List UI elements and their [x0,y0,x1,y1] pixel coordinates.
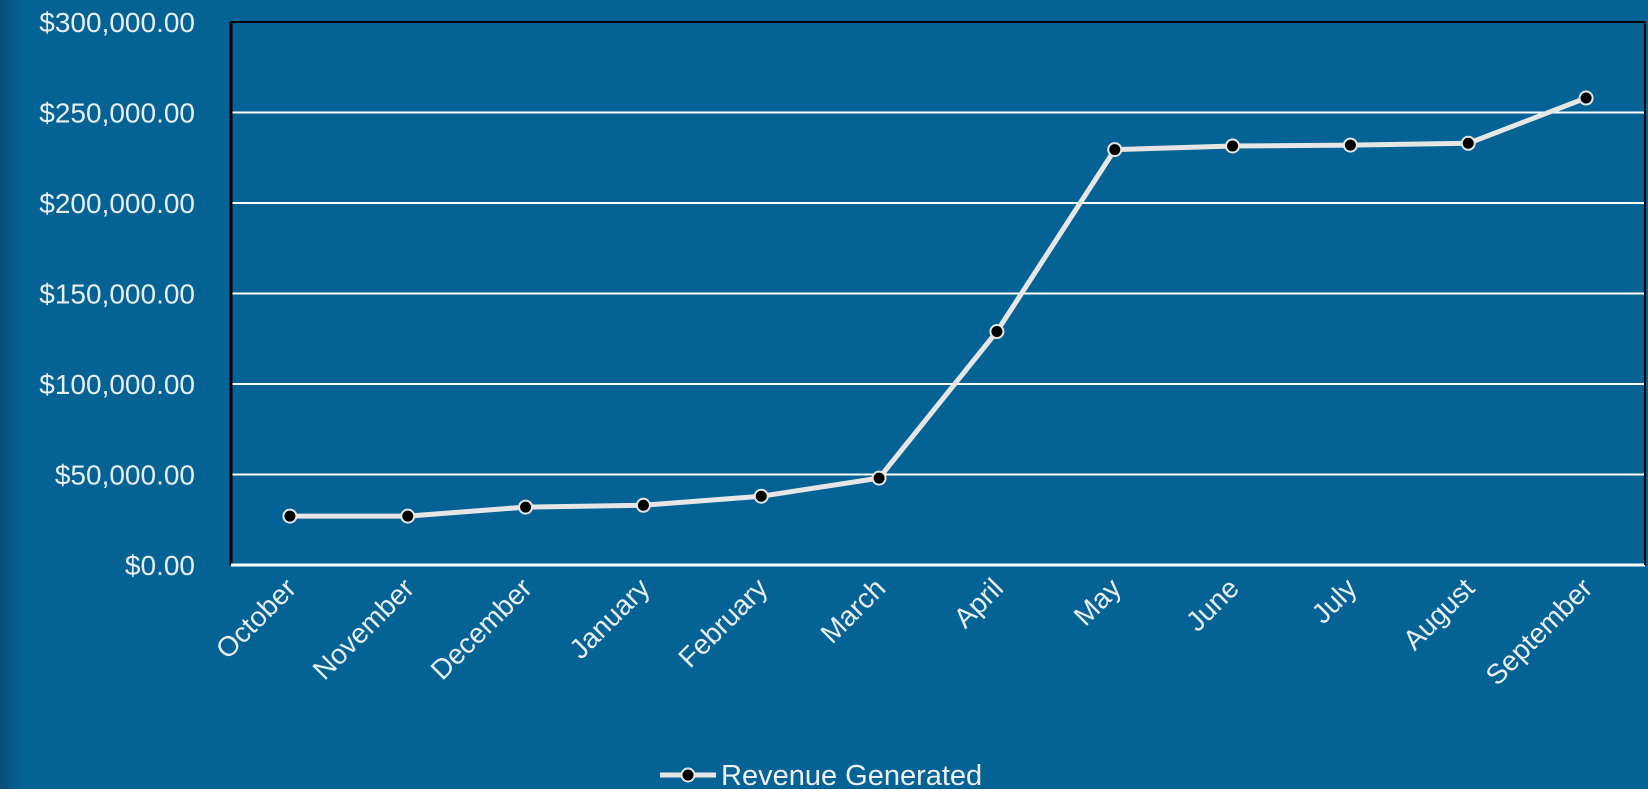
x-tick-label: September [1480,572,1599,691]
y-tick-label: $300,000.00 [39,7,195,38]
data-point [1225,138,1241,154]
x-tick-label: December [425,572,538,685]
gridlines [231,111,1645,476]
y-tick-label: $200,000.00 [39,188,195,219]
axes [229,21,1646,567]
y-tick-label: $50,000.00 [55,460,195,491]
x-tick-label: August [1397,572,1481,656]
y-tick-label: $100,000.00 [39,369,195,400]
data-point [1460,135,1476,151]
x-tick-label: November [307,572,420,685]
data-point [518,499,534,515]
x-tick-label: March [814,572,891,649]
y-tick-label: $250,000.00 [39,98,195,129]
x-tick-label: July [1306,572,1363,629]
legend: Revenue Generated [660,760,982,789]
data-point [989,324,1005,340]
data-point [1578,90,1594,106]
data-point [1107,142,1123,158]
x-tick-label: January [563,572,655,664]
series-revenue-generated [282,90,1594,524]
data-point [635,497,651,513]
y-tick-label: $0.00 [125,550,195,581]
data-point [871,470,887,486]
x-tick-label: February [672,572,773,673]
x-tick-label: October [210,572,302,664]
x-axis-tick-labels: October November December January February Ma… [210,572,1599,691]
series-line [287,95,1589,519]
x-tick-label: May [1068,572,1127,631]
x-tick-label: June [1180,572,1245,637]
y-axis-tick-labels: $0.00 $50,000.00 $100,000.00 $150,000.00 $20… [39,7,195,581]
legend-marker-swatch [680,767,696,783]
y-tick-label: $150,000.00 [39,279,195,310]
data-point [282,508,298,524]
data-point [400,508,416,524]
data-point [1342,137,1358,153]
legend-label: Revenue Generated [721,760,982,789]
data-point [753,488,769,504]
x-tick-label: April [948,572,1010,634]
